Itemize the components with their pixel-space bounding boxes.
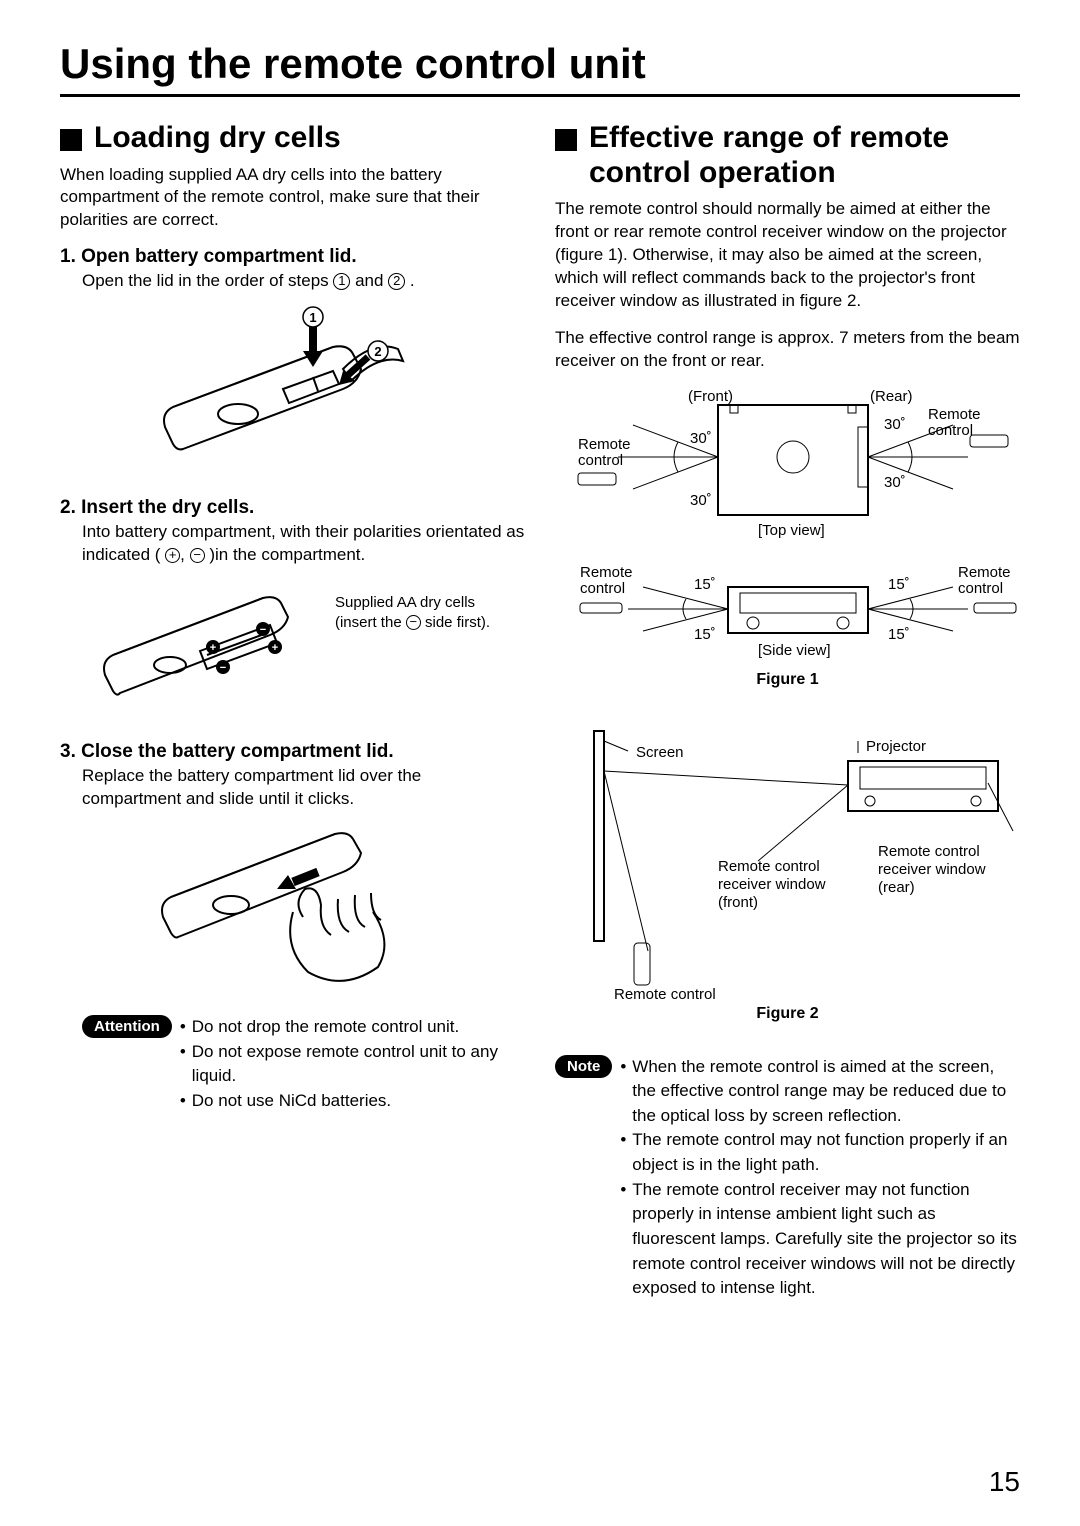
illustration-insert-cells: + − − + Supplied AA dry cells (insert th…: [60, 573, 525, 723]
svg-text:control: control: [578, 452, 623, 469]
attention-item-3: Do not use NiCd batteries.: [192, 1089, 391, 1114]
svg-text:Remote: Remote: [958, 564, 1011, 581]
svg-text:control: control: [580, 580, 625, 597]
step1-title: 1. Open battery compartment lid.: [60, 246, 525, 268]
minus-icon: −: [190, 548, 205, 563]
step3-title: 3. Close the battery compartment lid.: [60, 741, 525, 763]
right-section-header: Effective range of remote control operat…: [555, 121, 1020, 190]
svg-text:Remote: Remote: [578, 436, 631, 453]
svg-text:Screen: Screen: [636, 744, 684, 761]
illustration-close-lid: [60, 817, 525, 997]
step2-title: 2. Insert the dry cells.: [60, 497, 525, 519]
svg-text:Remote: Remote: [580, 564, 633, 581]
svg-text:control: control: [928, 422, 973, 439]
attention-item-2: Do not expose remote control unit to any…: [192, 1040, 525, 1089]
square-bullet-icon-2: [555, 129, 577, 151]
plus-icon: +: [165, 548, 180, 563]
svg-text:15˚: 15˚: [888, 626, 910, 643]
attention-block: Attention •Do not drop the remote contro…: [82, 1015, 525, 1114]
step1-body: Open the lid in the order of steps 1 and…: [82, 270, 525, 293]
svg-text:(Front): (Front): [688, 388, 733, 405]
svg-text:15˚: 15˚: [694, 626, 716, 643]
svg-text:Remote: Remote: [928, 406, 981, 423]
illustration-open-lid: 1 2: [60, 299, 525, 479]
svg-text:30˚: 30˚: [884, 416, 906, 433]
svg-text:[Top view]: [Top view]: [758, 522, 825, 539]
svg-text:(front): (front): [718, 894, 758, 911]
figure-1: (Front) (Rear) Remote control Remote con…: [555, 387, 1020, 703]
right-section-title: Effective range of remote control operat…: [589, 121, 1020, 190]
right-para1: The remote control should normally be ai…: [555, 198, 1020, 313]
svg-text:Remote control: Remote control: [718, 858, 820, 875]
minus-icon-2: −: [406, 615, 421, 630]
note-item-3: The remote control receiver may not func…: [632, 1178, 1020, 1301]
circled-1-icon: 1: [333, 273, 350, 290]
circled-2-icon: 2: [388, 273, 405, 290]
svg-text:receiver window: receiver window: [718, 876, 826, 893]
step1-body-post: .: [405, 271, 414, 290]
note-block: Note •When the remote control is aimed a…: [555, 1055, 1020, 1301]
step2-body-mid: ,: [180, 545, 189, 564]
svg-text:1: 1: [309, 310, 316, 325]
note-item-1: When the remote control is aimed at the …: [632, 1055, 1020, 1129]
svg-text:15˚: 15˚: [888, 576, 910, 593]
figure-2: Screen Projector Remote control receiver…: [555, 721, 1020, 1037]
page-title: Using the remote control unit: [60, 40, 1020, 97]
svg-text:−: −: [260, 624, 266, 636]
svg-text:Remote control: Remote control: [878, 843, 980, 860]
svg-text:(rear): (rear): [878, 879, 915, 896]
figure-2-caption: Figure 2: [756, 1005, 818, 1023]
supplied-line-a: Supplied AA dry cells: [335, 593, 490, 613]
attention-bullets: •Do not drop the remote control unit. •D…: [180, 1015, 525, 1114]
svg-text:Remote control: Remote control: [614, 986, 716, 1001]
step1-body-pre: Open the lid in the order of steps: [82, 271, 333, 290]
attention-badge: Attention: [82, 1015, 172, 1038]
note-bullets: •When the remote control is aimed at the…: [620, 1055, 1020, 1301]
svg-text:control: control: [958, 580, 1003, 597]
content-columns: Loading dry cells When loading supplied …: [60, 121, 1020, 1301]
note-badge: Note: [555, 1055, 612, 1078]
left-section-title: Loading dry cells: [94, 121, 341, 156]
right-column: Effective range of remote control operat…: [555, 121, 1020, 1301]
square-bullet-icon: [60, 129, 82, 151]
svg-text:30˚: 30˚: [690, 492, 712, 509]
svg-text:receiver window: receiver window: [878, 861, 986, 878]
svg-text:30˚: 30˚: [884, 474, 906, 491]
supplied-line-b: (insert the − side first).: [335, 613, 490, 633]
supplied-b-post: side first).: [421, 614, 490, 631]
step1-body-mid: and: [350, 271, 388, 290]
attention-item-1: Do not drop the remote control unit.: [192, 1015, 459, 1040]
left-intro: When loading supplied AA dry cells into …: [60, 164, 525, 233]
svg-text:+: +: [210, 642, 216, 654]
step3-body: Replace the battery compartment lid over…: [82, 765, 525, 811]
left-section-header: Loading dry cells: [60, 121, 525, 156]
note-item-2: The remote control may not function prop…: [632, 1128, 1020, 1177]
svg-text:2: 2: [374, 344, 381, 359]
svg-text:15˚: 15˚: [694, 576, 716, 593]
svg-text:[Side view]: [Side view]: [758, 642, 831, 659]
svg-text:30˚: 30˚: [690, 430, 712, 447]
figure-1-caption: Figure 1: [756, 671, 818, 689]
svg-text:Projector: Projector: [866, 738, 926, 755]
step2-body: Into battery compartment, with their pol…: [82, 521, 525, 567]
svg-text:+: +: [272, 642, 278, 654]
svg-text:−: −: [220, 662, 226, 674]
svg-text:(Rear): (Rear): [870, 388, 913, 405]
left-column: Loading dry cells When loading supplied …: [60, 121, 525, 1301]
step2-body-post: )in the compartment.: [205, 545, 366, 564]
page-number: 15: [989, 1466, 1020, 1498]
right-para2: The effective control range is approx. 7…: [555, 327, 1020, 373]
supplied-b-pre: (insert the: [335, 614, 406, 631]
